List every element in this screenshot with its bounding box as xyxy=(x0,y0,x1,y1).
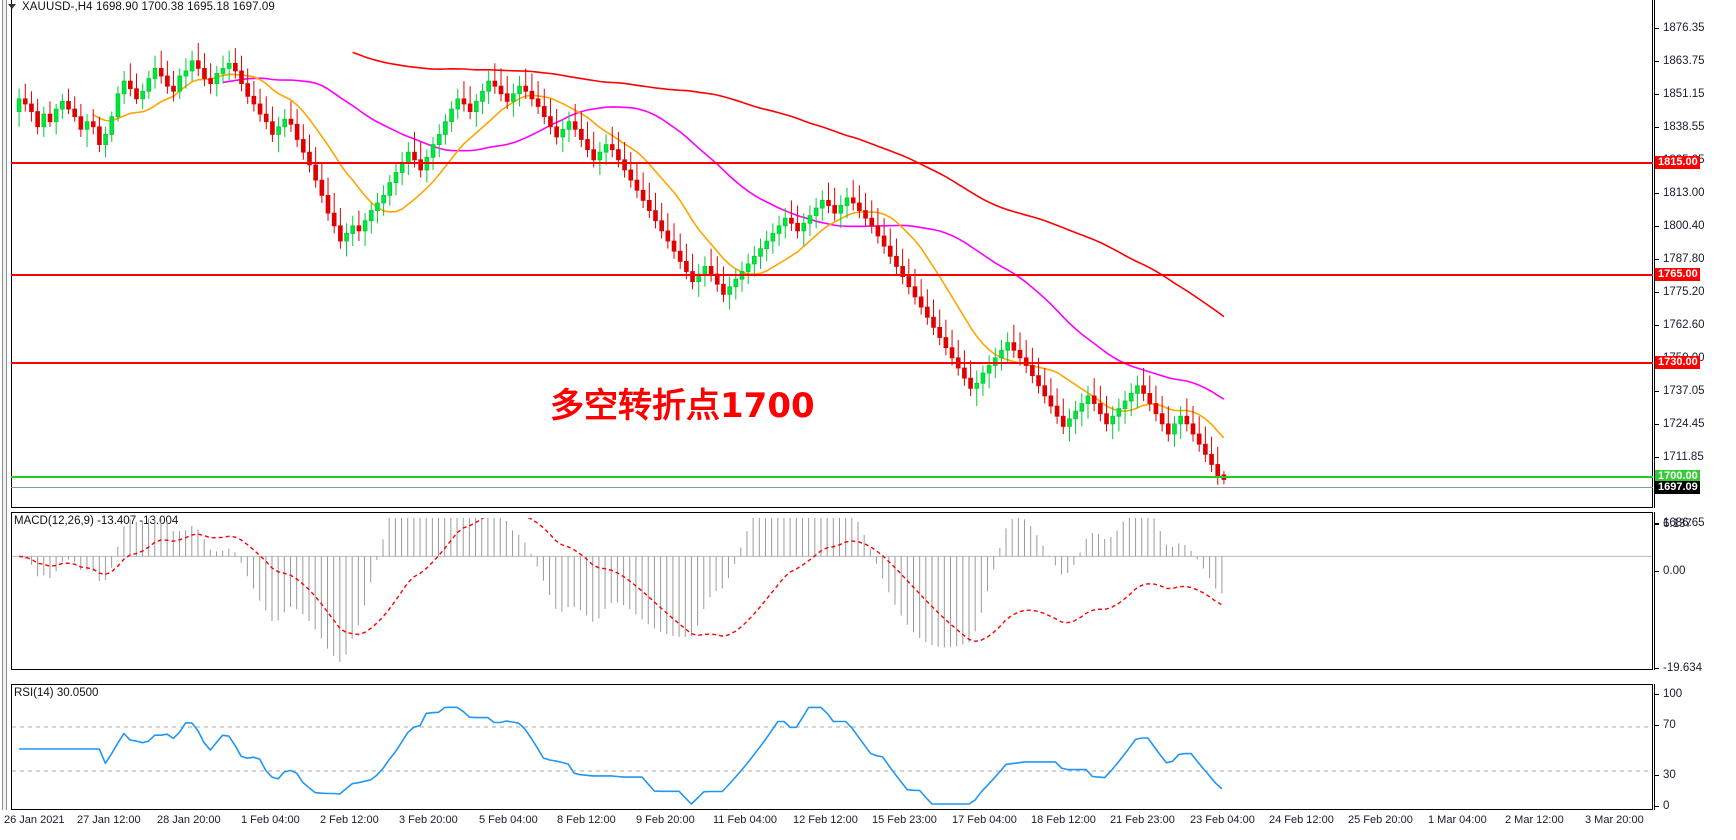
price-tick-label: 1737.05 xyxy=(1663,385,1705,397)
macd-tickmark xyxy=(1655,524,1659,525)
price-level-tag[interactable]: 1815.00 xyxy=(1655,156,1700,169)
time-axis-label: 5 Feb 04:00 xyxy=(479,814,538,826)
time-axis-label: 27 Jan 12:00 xyxy=(77,814,141,826)
time-axis-label: 26 Jan 2021 xyxy=(4,814,65,826)
time-axis-label: 1 Mar 04:00 xyxy=(1428,814,1487,826)
price-tick-label: 1838.55 xyxy=(1663,121,1705,133)
macd-tickmark xyxy=(1655,668,1659,669)
price-tickmark xyxy=(1655,193,1659,194)
horizontal-level-line[interactable] xyxy=(11,162,1653,164)
price-tickmark xyxy=(1655,28,1659,29)
price-tickmark xyxy=(1655,325,1659,326)
rsi-tickmark xyxy=(1655,775,1659,776)
price-tick-label: 1851.15 xyxy=(1663,88,1705,100)
price-panel xyxy=(11,0,1653,508)
time-axis-label: 25 Feb 20:00 xyxy=(1348,814,1413,826)
price-tick-label: 1876.35 xyxy=(1663,22,1705,34)
price-tickmark xyxy=(1655,61,1659,62)
chart-title: XAUUSD-,H4 1698.90 1700.38 1695.18 1697.… xyxy=(22,1,275,13)
macd-plot xyxy=(12,518,1652,663)
price-tickmark xyxy=(1655,226,1659,227)
price-level-tag[interactable]: 1700.00 xyxy=(1655,470,1700,483)
time-axis[interactable]: 26 Jan 2021 27 Jan 12:00 28 Jan 20:00 1 Feb… xyxy=(0,810,1736,840)
time-axis-label: 3 Feb 20:00 xyxy=(399,814,458,826)
macd-tick-label: 6.137 xyxy=(1663,518,1692,530)
time-axis-label: 23 Feb 04:00 xyxy=(1190,814,1255,826)
macd-tickmark xyxy=(1655,571,1659,572)
time-axis-label: 18 Feb 12:00 xyxy=(1031,814,1096,826)
time-axis-label: 3 Mar 20:00 xyxy=(1585,814,1644,826)
chart-annotation: 多空转折点1700 xyxy=(550,386,815,426)
rsi-tick-label: 100 xyxy=(1663,688,1683,700)
time-axis-label: 8 Feb 12:00 xyxy=(557,814,616,826)
horizontal-level-line[interactable] xyxy=(11,476,1653,478)
price-tick-label: 1724.45 xyxy=(1663,418,1705,430)
time-axis-label: 2 Feb 12:00 xyxy=(320,814,379,826)
left-scrollbar[interactable] xyxy=(0,0,10,810)
price-tickmark xyxy=(1655,523,1659,524)
price-tick-label: 1686.65 xyxy=(1663,517,1705,529)
price-tickmark xyxy=(1655,259,1659,260)
time-axis-label: 21 Feb 23:00 xyxy=(1110,814,1175,826)
rsi-tickmark xyxy=(1655,806,1659,807)
rsi-tick-label: 70 xyxy=(1663,719,1676,731)
macd-label: MACD(12,26,9) -13.407 -13.004 xyxy=(14,515,179,527)
macd-tick-label: -19.634 xyxy=(1663,662,1703,674)
macd-scale: 6.137 0.00 -19.634 xyxy=(1654,512,1736,674)
price-scale[interactable]: 1876.351863.751851.151838.551825.951813.… xyxy=(1654,0,1736,529)
macd-tick-label: 0.00 xyxy=(1663,565,1686,577)
price-tickmark xyxy=(1655,94,1659,95)
price-tickmark xyxy=(1655,391,1659,392)
time-axis-label: 15 Feb 23:00 xyxy=(872,814,937,826)
price-level-tag[interactable]: 1765.00 xyxy=(1655,268,1700,281)
horizontal-level-line[interactable] xyxy=(11,362,1653,364)
time-axis-label: 11 Feb 04:00 xyxy=(713,814,778,826)
price-tickmark xyxy=(1655,127,1659,128)
rsi-tick-label: 30 xyxy=(1663,769,1676,781)
current-price-tag: 1697.09 xyxy=(1655,481,1700,494)
price-tickmark xyxy=(1655,457,1659,458)
time-axis-label: 9 Feb 20:00 xyxy=(636,814,695,826)
time-axis-label: 17 Feb 04:00 xyxy=(952,814,1017,826)
price-tick-label: 1813.00 xyxy=(1663,187,1705,199)
time-axis-label: 2 Mar 12:00 xyxy=(1505,814,1564,826)
price-tickmark xyxy=(1655,292,1659,293)
price-tick-label: 1863.75 xyxy=(1663,55,1705,67)
rsi-tickmark xyxy=(1655,694,1659,695)
price-tick-label: 1762.60 xyxy=(1663,319,1705,331)
current-price-line xyxy=(11,487,1653,488)
rsi-scale: 100 70 30 0 xyxy=(1654,684,1736,812)
rsi-plot xyxy=(12,706,1652,805)
time-axis-label: 12 Feb 12:00 xyxy=(793,814,858,826)
price-tick-label: 1787.80 xyxy=(1663,253,1705,265)
time-axis-label: 24 Feb 12:00 xyxy=(1269,814,1334,826)
horizontal-level-line[interactable] xyxy=(11,274,1653,276)
time-axis-label: 28 Jan 20:00 xyxy=(157,814,221,826)
price-tick-label: 1800.40 xyxy=(1663,220,1705,232)
rsi-label: RSI(14) 30.0500 xyxy=(14,687,99,699)
rsi-panel xyxy=(11,684,1653,810)
triangle-down-icon[interactable] xyxy=(8,4,16,9)
price-plot xyxy=(16,43,1227,485)
time-axis-label: 1 Feb 04:00 xyxy=(241,814,300,826)
rsi-tickmark xyxy=(1655,725,1659,726)
price-tickmark xyxy=(1655,424,1659,425)
price-tick-label: 1711.85 xyxy=(1663,451,1704,463)
rsi-tick-label: 0 xyxy=(1663,800,1670,812)
price-level-tag[interactable]: 1730.00 xyxy=(1655,356,1700,369)
price-tick-label: 1775.20 xyxy=(1663,286,1705,298)
